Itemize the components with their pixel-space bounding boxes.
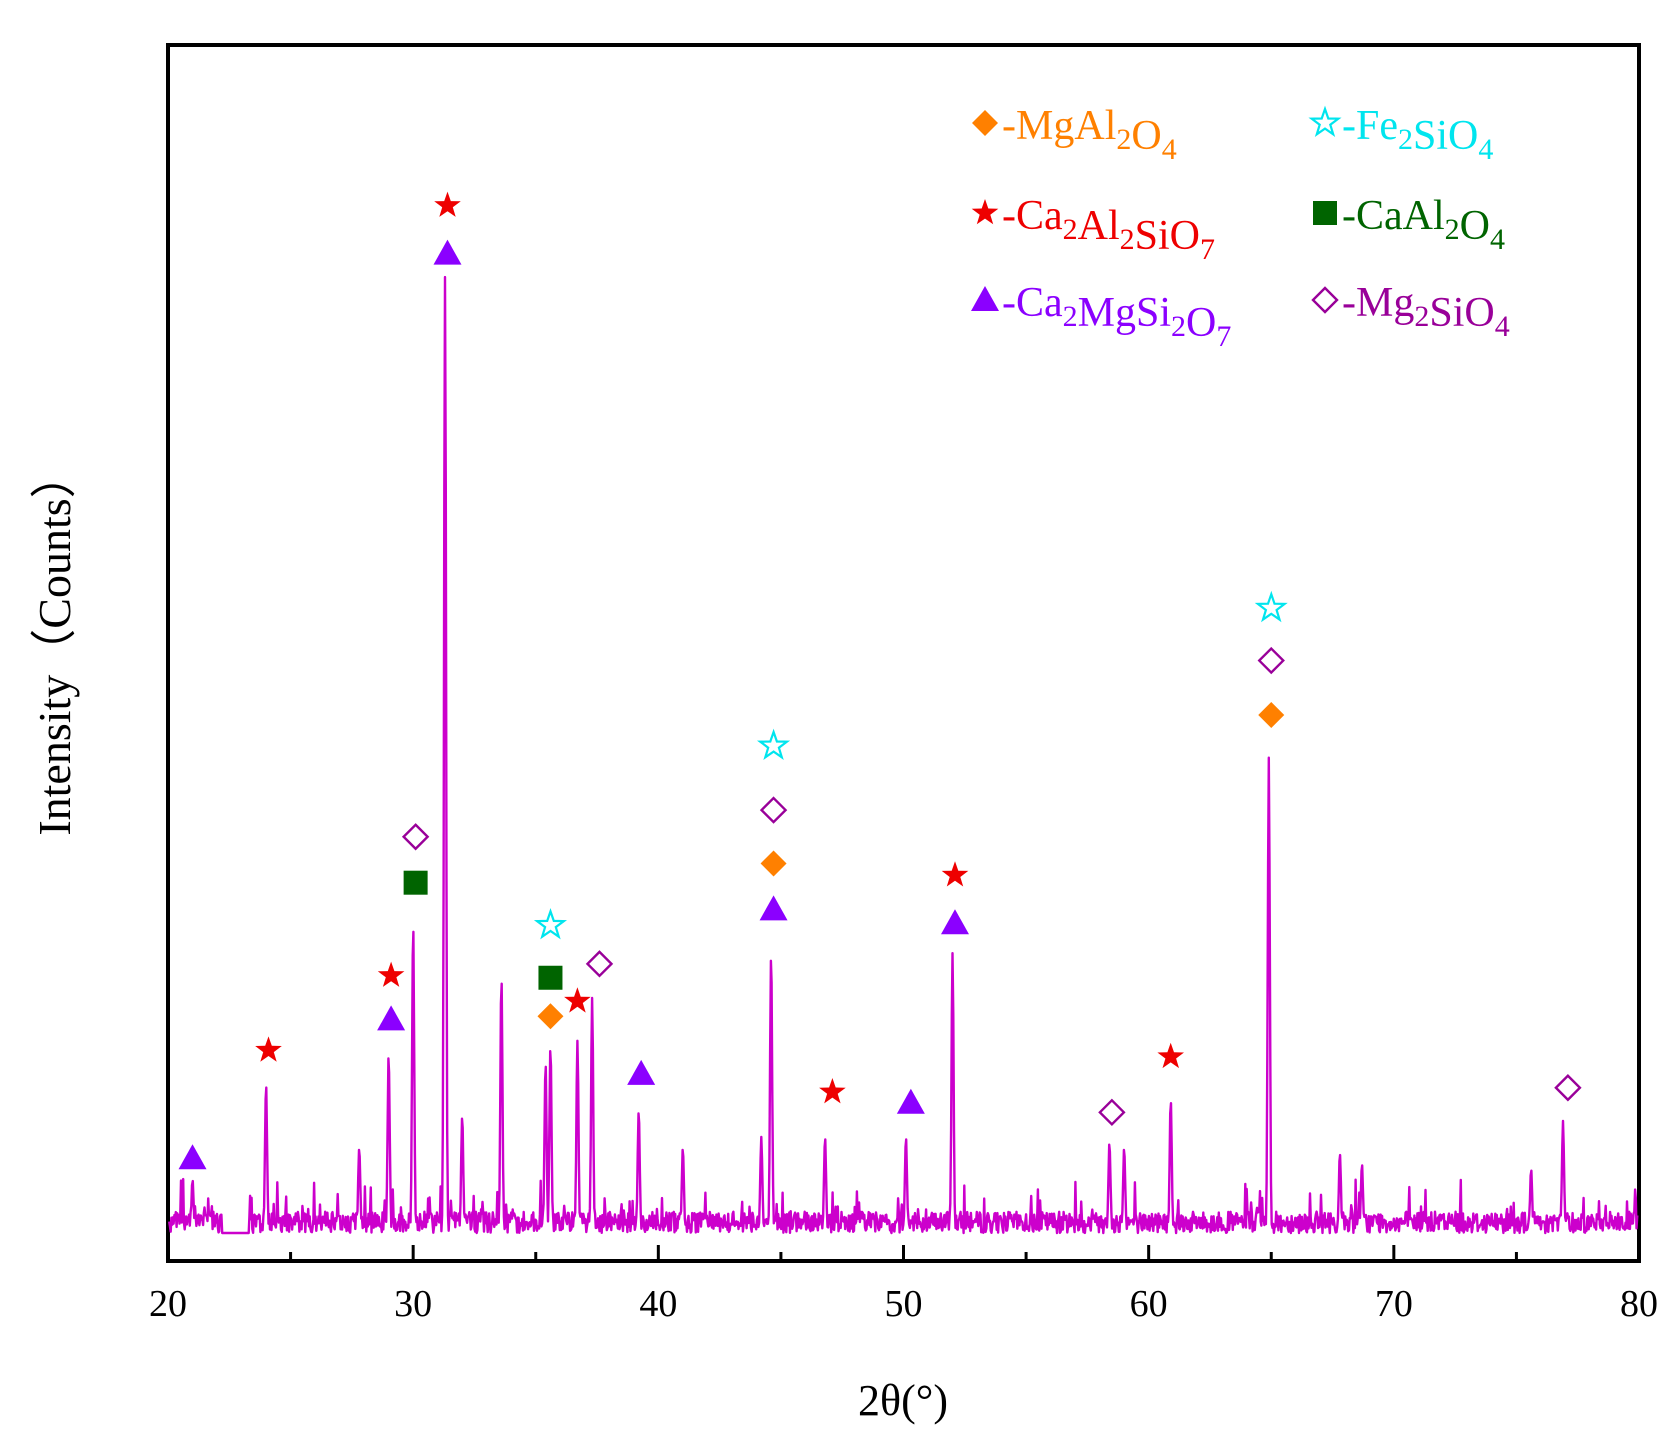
phase-marker-caal2o4	[403, 870, 428, 895]
x-axis-label: 2θ(°)	[858, 1376, 948, 1425]
legend-item-ca2mgsi2o7: -Ca2MgSi2O7	[971, 280, 1231, 353]
legend-label-caal2o4: -CaAl2O4	[1342, 193, 1505, 256]
legend-label-mg2sio4: -Mg2SiO4	[1342, 280, 1510, 343]
phase-marker-ca2mgsi2o7	[759, 895, 788, 921]
phase-marker-ca2mgsi2o7	[433, 239, 462, 265]
legend-label-fe2sio4: -Fe2SiO4	[1342, 103, 1493, 166]
phase-marker-ca2al2sio7	[255, 1036, 282, 1062]
x-tick-label: 20	[149, 1283, 187, 1325]
phase-marker-mgal2o4	[537, 1003, 564, 1030]
phase-marker-fe2sio4	[533, 908, 568, 940]
phase-marker-ca2al2sio7	[434, 191, 461, 217]
x-tick-label: 30	[394, 1283, 432, 1325]
phase-markers	[178, 191, 1582, 1170]
phase-marker-ca2mgsi2o7	[627, 1059, 656, 1085]
phase-marker-mg2sio4	[585, 950, 614, 978]
phase-marker-mg2sio4	[401, 823, 430, 851]
x-tick-label: 80	[1620, 1283, 1658, 1325]
legend-item-mgal2o4: -MgAl2O4	[972, 103, 1177, 166]
legend-label-ca2al2sio7: -Ca2Al2SiO7	[1002, 193, 1215, 266]
x-tick-label: 40	[639, 1283, 677, 1325]
legend-marker-fe2sio4	[1308, 105, 1342, 138]
phase-marker-ca2al2sio7	[1157, 1042, 1184, 1069]
legend-marker-mg2sio4	[1311, 286, 1339, 314]
y-axis-label: Intensity（Counts）	[29, 452, 80, 835]
legend-marker-ca2mgsi2o7	[971, 286, 999, 311]
legend-label-ca2mgsi2o7: -Ca2MgSi2O7	[1002, 280, 1231, 353]
legend-marker-caal2o4	[1313, 201, 1337, 225]
phase-marker-fe2sio4	[756, 728, 791, 761]
x-axis-ticks	[166, 1245, 1641, 1261]
phase-marker-ca2mgsi2o7	[178, 1144, 207, 1170]
legend-marker-ca2al2sio7	[971, 199, 999, 225]
legend: -MgAl2O4 -Fe2SiO4 -Ca2Al2SiO7 -CaAl2O4 -Ca2M…	[971, 103, 1510, 353]
phase-marker-ca2mgsi2o7	[896, 1088, 925, 1114]
phase-marker-ca2al2sio7	[564, 987, 591, 1013]
phase-marker-fe2sio4	[1254, 590, 1288, 623]
phase-marker-ca2al2sio7	[819, 1078, 846, 1104]
phase-marker-mg2sio4	[1257, 646, 1285, 675]
legend-item-caal2o4: -CaAl2O4	[1313, 193, 1505, 256]
x-tick-label: 50	[885, 1283, 923, 1325]
legend-item-mg2sio4: -Mg2SiO4	[1311, 280, 1510, 343]
phase-marker-mg2sio4	[1098, 1098, 1126, 1127]
phase-marker-mgal2o4	[760, 850, 787, 877]
phase-marker-ca2mgsi2o7	[377, 1005, 406, 1031]
legend-marker-mgal2o4	[972, 110, 998, 136]
legend-item-ca2al2sio7: -Ca2Al2SiO7	[971, 193, 1215, 266]
phase-marker-caal2o4	[538, 965, 563, 990]
legend-item-fe2sio4: -Fe2SiO4	[1308, 103, 1493, 166]
phase-marker-ca2mgsi2o7	[940, 909, 969, 935]
x-axis-tick-labels: 20 30 40 50 60 70 80	[149, 1283, 1658, 1325]
legend-label-mgal2o4: -MgAl2O4	[1002, 103, 1177, 166]
phase-marker-ca2al2sio7	[377, 961, 405, 987]
phase-marker-mg2sio4	[1554, 1074, 1582, 1102]
x-tick-label: 70	[1375, 1283, 1413, 1325]
xrd-pattern-line	[168, 275, 1639, 1235]
phase-marker-mgal2o4	[1258, 702, 1285, 729]
x-tick-label: 60	[1130, 1283, 1168, 1325]
phase-marker-mg2sio4	[759, 796, 788, 824]
phase-marker-ca2al2sio7	[941, 861, 969, 887]
